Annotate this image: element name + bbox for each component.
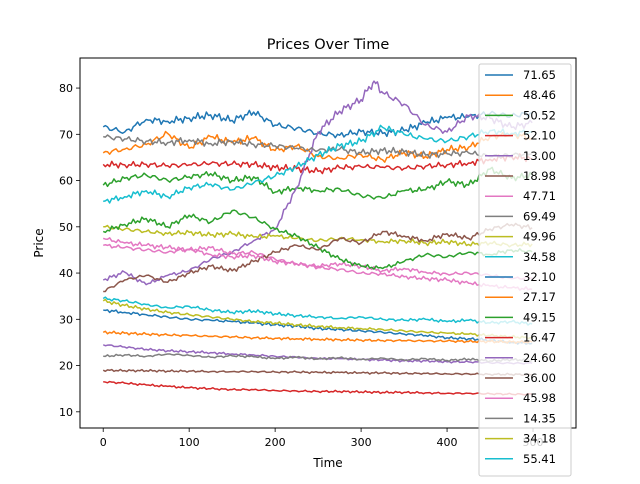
y-tick-label: 50 [59, 221, 73, 234]
series-line-34.58 [102, 296, 533, 326]
y-tick-label: 40 [59, 267, 73, 280]
legend-label: 27.17 [523, 290, 556, 304]
series-line-16.47 [103, 380, 533, 396]
series-line-27.17 [102, 330, 533, 345]
legend-label: 36.00 [523, 371, 556, 385]
series-line-47.71 [102, 237, 533, 280]
plot-frame [79, 57, 577, 429]
x-axis-label: Time [312, 456, 342, 470]
x-tick-label: 400 [437, 436, 458, 449]
legend-label: 34.18 [523, 432, 556, 446]
y-tick-label: 60 [59, 175, 73, 188]
legend-label: 13.00 [523, 149, 556, 163]
series-line-13.00 [102, 80, 533, 286]
x-tick-label: 0 [100, 436, 107, 449]
x-tick-label: 300 [351, 436, 372, 449]
x-tick-label: 200 [265, 436, 286, 449]
legend-label: 69.49 [523, 209, 556, 223]
y-tick-label: 70 [59, 128, 73, 141]
legend-label: 52.10 [523, 129, 556, 143]
y-tick-label: 10 [59, 406, 73, 419]
x-tick-label: 100 [179, 436, 200, 449]
series-line-34.18 [102, 298, 533, 340]
legend-label: 47.71 [523, 189, 556, 203]
legend-label: 55.41 [523, 452, 556, 466]
legend-label: 32.10 [523, 270, 556, 284]
legend: 71.65 48.46 50.52 52.10 13.00 18.98 47.71 69.49… [478, 63, 572, 477]
series-line-55.41 [103, 124, 533, 204]
series-line-48.46 [102, 130, 533, 163]
chart-title: Prices Over Time [267, 37, 390, 53]
series-line-36.00 [103, 222, 533, 293]
series-line-69.49 [103, 134, 533, 159]
series-line-45.98 [103, 243, 533, 291]
series-line-14.35 [103, 353, 533, 363]
series-line-52.10 [102, 153, 533, 175]
series-layer [102, 80, 533, 396]
y-tick-label: 80 [59, 82, 73, 95]
series-line-50.52 [102, 166, 533, 200]
series-line-32.10 [103, 309, 533, 345]
legend-label: 49.15 [523, 310, 556, 324]
y-tick-label: 30 [59, 313, 73, 326]
legend-label: 18.98 [523, 169, 556, 183]
legend-label: 45.98 [523, 391, 556, 405]
legend-label: 48.46 [523, 88, 556, 102]
y-axis-label: Price [32, 228, 46, 257]
legend-box [478, 63, 572, 477]
legend-label: 71.65 [523, 68, 556, 82]
y-tick-label: 20 [59, 360, 73, 373]
series-line-49.96 [103, 224, 533, 248]
legend-label: 24.60 [523, 351, 556, 365]
legend-label: 49.96 [523, 230, 556, 244]
legend-label: 34.58 [523, 250, 556, 264]
legend-label: 50.52 [523, 108, 556, 122]
legend-label: 16.47 [523, 331, 556, 345]
series-line-18.98 [102, 368, 533, 377]
series-line-49.15 [102, 209, 533, 270]
legend-label: 14.35 [523, 411, 556, 425]
